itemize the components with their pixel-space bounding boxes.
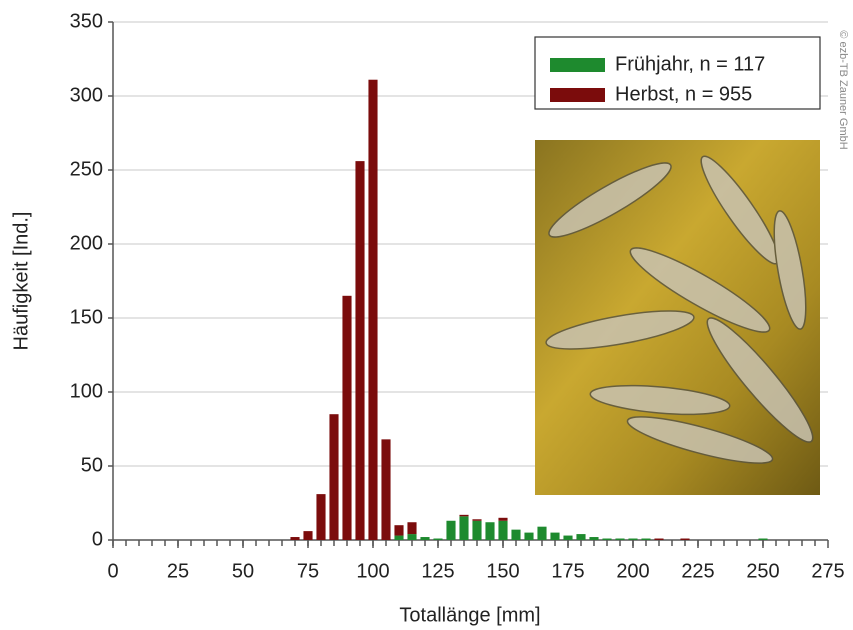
bar [524, 533, 533, 540]
y-tick-label: 200 [70, 232, 103, 254]
bar [602, 539, 611, 540]
legend-label: Frühjahr, n = 117 [615, 53, 765, 75]
x-tick-label: 250 [746, 560, 779, 582]
bar [472, 519, 481, 520]
bar [381, 439, 390, 540]
bar [329, 414, 338, 540]
bar [368, 80, 377, 540]
bar [589, 537, 598, 540]
bar [433, 539, 442, 540]
y-tick-label: 0 [92, 528, 103, 550]
bar [342, 296, 351, 540]
bar [290, 537, 299, 540]
bar [459, 515, 468, 516]
x-tick-label: 125 [421, 560, 454, 582]
bar [498, 521, 507, 540]
y-tick-label: 150 [70, 306, 103, 328]
bar [550, 533, 559, 540]
bar [459, 516, 468, 540]
x-tick-label: 275 [811, 560, 844, 582]
bar [615, 539, 624, 540]
bar [446, 521, 455, 540]
bar [641, 539, 650, 540]
x-tick-label: 150 [486, 560, 519, 582]
bar [680, 539, 689, 540]
bar [563, 536, 572, 540]
y-axis-label: Häufigkeit [Ind.] [10, 212, 32, 351]
legend-label: Herbst, n = 955 [615, 83, 752, 105]
x-tick-label: 50 [232, 560, 254, 582]
x-axis-label: Totallänge [mm] [399, 604, 540, 626]
x-tick-label: 225 [681, 560, 714, 582]
bar [407, 534, 416, 540]
y-tick-label: 100 [70, 380, 103, 402]
bar [472, 521, 481, 540]
bar [407, 522, 416, 534]
bar [303, 531, 312, 540]
bar [511, 530, 520, 540]
chart: 0 50 100 150 200 250 300 350 0 25 50 75 100 125 150 175… [0, 0, 853, 630]
x-tick-label: 25 [167, 560, 189, 582]
y-tick-label: 300 [70, 84, 103, 106]
bar [498, 518, 507, 521]
bar [654, 539, 663, 540]
y-tick-label: 350 [70, 10, 103, 32]
x-tick-label: 200 [616, 560, 649, 582]
bar [537, 527, 546, 540]
bar [758, 539, 767, 540]
bar [394, 536, 403, 540]
credit: © ezb-TB Zauner GmbH [837, 30, 849, 149]
x-tick-label: 100 [356, 560, 389, 582]
bar [485, 522, 494, 540]
legend-swatch [550, 58, 605, 72]
legend-swatch [550, 88, 605, 102]
x-tick-label: 175 [551, 560, 584, 582]
photo [535, 140, 823, 495]
legend: Frühjahr, n = 117 Herbst, n = 955 [535, 37, 820, 109]
bar [355, 161, 364, 540]
bar [316, 494, 325, 540]
x-tick-label: 0 [107, 560, 118, 582]
bar [394, 525, 403, 535]
bar [420, 537, 429, 540]
bar [628, 539, 637, 540]
y-tick-label: 250 [70, 158, 103, 180]
y-tick-label: 50 [81, 454, 103, 476]
bar [576, 534, 585, 540]
x-tick-label: 75 [297, 560, 319, 582]
